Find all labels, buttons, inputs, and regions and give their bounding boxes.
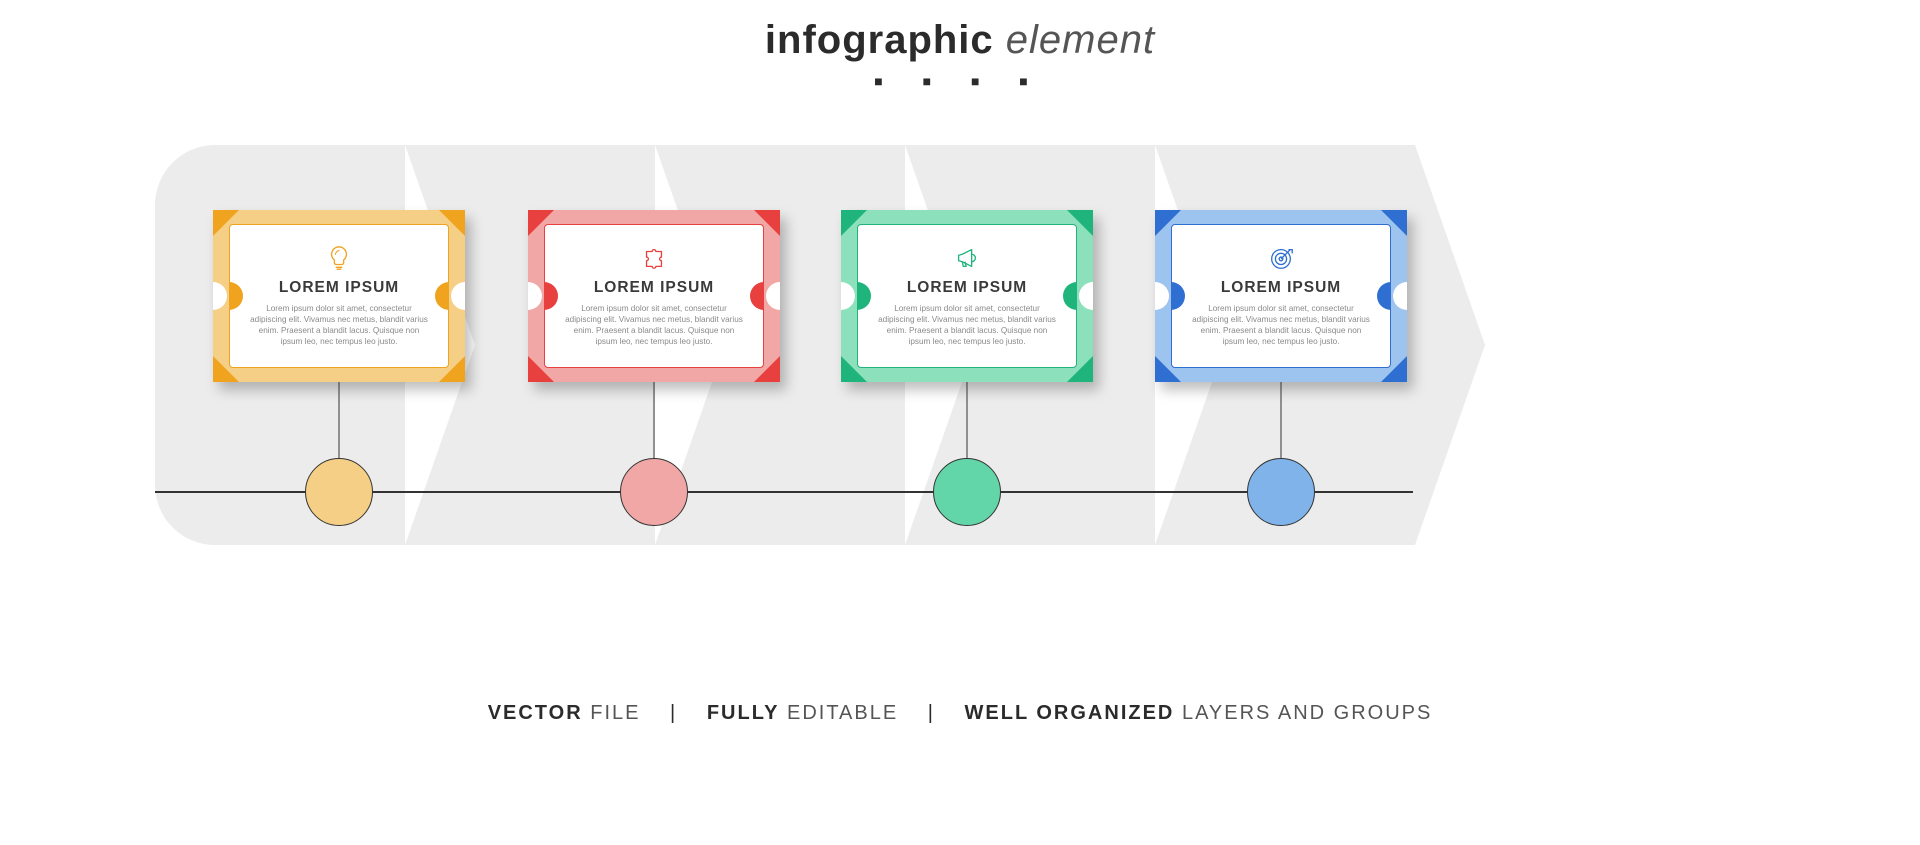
timeline-node	[305, 458, 373, 526]
card-body: Lorem ipsum dolor sit amet, consectetur …	[565, 303, 743, 347]
megaphone-icon	[878, 243, 1056, 273]
card-body: Lorem ipsum dolor sit amet, consectetur …	[1192, 303, 1370, 347]
card-inner: LOREM IPSUM Lorem ipsum dolor sit amet, c…	[1171, 224, 1391, 368]
card-tab	[750, 282, 764, 310]
card-tab	[1171, 282, 1185, 310]
footer-p1-strong: VECTOR	[488, 702, 583, 724]
footer: VECTOR FILE | FULLY EDITABLE | WELL ORGA…	[0, 702, 1920, 725]
page: infographic element ■ ■ ■ ■ LOREM IPSUML…	[0, 0, 1920, 845]
card-content: LOREM IPSUM Lorem ipsum dolor sit amet, c…	[878, 243, 1056, 353]
footer-sep-1: |	[670, 702, 677, 724]
card-inner: LOREM IPSUM Lorem ipsum dolor sit amet, c…	[857, 224, 1077, 368]
step-card: LOREM IPSUM Lorem ipsum dolor sit amet, c…	[528, 210, 780, 382]
connector-line	[1281, 382, 1282, 467]
puzzle-icon	[565, 243, 743, 273]
card-content: LOREM IPSUM Lorem ipsum dolor sit amet, c…	[250, 243, 428, 353]
card-content: LOREM IPSUM Lorem ipsum dolor sit amet, c…	[565, 243, 743, 353]
step-card: LOREM IPSUM Lorem ipsum dolor sit amet, c…	[841, 210, 1093, 382]
footer-p1-light: FILE	[590, 702, 640, 724]
timeline-node	[1247, 458, 1315, 526]
target-icon	[1192, 243, 1370, 273]
card-title: LOREM IPSUM	[878, 279, 1056, 297]
step-3: LOREM IPSUM Lorem ipsum dolor sit amet, c…	[808, 210, 1126, 382]
card-title: LOREM IPSUM	[1192, 279, 1370, 297]
card-inner: LOREM IPSUM Lorem ipsum dolor sit amet, c…	[229, 224, 449, 368]
card-title: LOREM IPSUM	[250, 279, 428, 297]
timeline-node	[620, 458, 688, 526]
footer-sep-2: |	[928, 702, 935, 724]
connector-line	[654, 382, 655, 467]
header-title-italic: element	[1006, 18, 1155, 62]
step-2: LOREM IPSUM Lorem ipsum dolor sit amet, c…	[495, 210, 813, 382]
card-content: LOREM IPSUM Lorem ipsum dolor sit amet, c…	[1192, 243, 1370, 353]
card-body: Lorem ipsum dolor sit amet, consectetur …	[250, 303, 428, 347]
card-tab	[229, 282, 243, 310]
step-1: LOREM IPSUM Lorem ipsum dolor sit amet, c…	[180, 210, 498, 382]
step-card: LOREM IPSUM Lorem ipsum dolor sit amet, c…	[1155, 210, 1407, 382]
card-inner: LOREM IPSUM Lorem ipsum dolor sit amet, c…	[544, 224, 764, 368]
card-tab	[857, 282, 871, 310]
lightbulb-icon	[250, 243, 428, 273]
connector-line	[339, 382, 340, 467]
card-tab	[435, 282, 449, 310]
footer-p2-strong: FULLY	[707, 702, 780, 724]
footer-p3-light: LAYERS AND GROUPS	[1182, 702, 1432, 724]
connector-line	[967, 382, 968, 467]
timeline-node	[933, 458, 1001, 526]
footer-p3-strong: WELL ORGANIZED	[965, 702, 1175, 724]
header: infographic element ■ ■ ■ ■	[0, 18, 1920, 89]
header-title: infographic element	[0, 18, 1920, 63]
step-card: LOREM IPSUM Lorem ipsum dolor sit amet, c…	[213, 210, 465, 382]
header-title-bold: infographic	[765, 18, 994, 62]
card-tab	[1377, 282, 1391, 310]
header-dots: ■ ■ ■ ■	[0, 73, 1920, 89]
step-4: LOREM IPSUM Lorem ipsum dolor sit amet, c…	[1122, 210, 1440, 382]
card-tab	[1063, 282, 1077, 310]
footer-p2-light: EDITABLE	[787, 702, 898, 724]
card-tab	[544, 282, 558, 310]
card-body: Lorem ipsum dolor sit amet, consectetur …	[878, 303, 1056, 347]
card-title: LOREM IPSUM	[565, 279, 743, 297]
